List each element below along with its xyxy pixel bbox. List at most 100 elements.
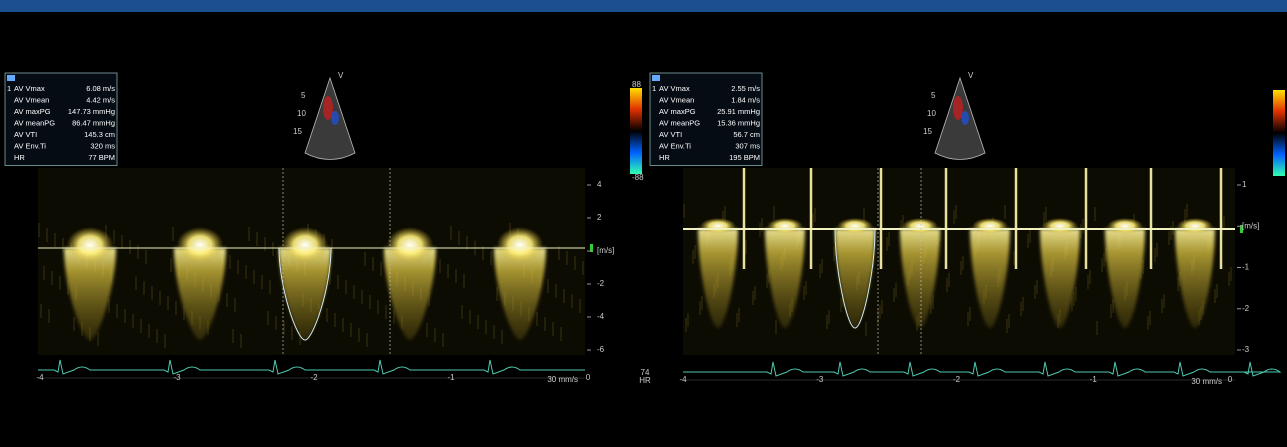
speckle (579, 299, 581, 313)
speckle (43, 266, 45, 280)
speckle (337, 275, 339, 289)
measurement-label: AV Vmean (659, 95, 694, 104)
speckle (54, 233, 56, 247)
measurement-value: 86.47 mmHg (72, 118, 115, 127)
speckle (1027, 234, 1029, 248)
speckle (458, 231, 460, 245)
speckle (1013, 251, 1015, 265)
speckle (485, 320, 487, 334)
speckle (275, 316, 277, 330)
speckle (574, 256, 576, 270)
time-label: -1 (1090, 375, 1098, 384)
sector-label: 15 (923, 127, 932, 136)
speckle (1089, 270, 1091, 284)
speckle (544, 317, 546, 331)
hr-label: HR (639, 376, 651, 385)
speckle (256, 232, 258, 246)
speckle (1177, 277, 1179, 291)
speckle (167, 296, 169, 310)
measurement-value: 6.08 m/s (86, 84, 115, 93)
speckle (151, 286, 153, 300)
speckle (1087, 275, 1089, 289)
measurement-label: AV Vmean (14, 95, 49, 104)
velocity-label: 2 (597, 213, 602, 222)
speckle (1073, 292, 1075, 306)
speckle (129, 240, 131, 254)
speckle (132, 314, 134, 328)
speckle (821, 259, 823, 273)
speckle (547, 279, 549, 293)
speckle (380, 262, 382, 276)
speckle (819, 264, 821, 278)
speckle (234, 298, 236, 312)
speckle (455, 269, 457, 283)
speckle (571, 294, 573, 308)
speckle (353, 285, 355, 299)
speckle (826, 315, 828, 329)
speckle (175, 301, 177, 315)
measurement-value: 4.42 m/s (86, 95, 115, 104)
speckle (955, 205, 957, 219)
speckle (172, 227, 174, 241)
sweep-speed: 30 mm/s (547, 375, 578, 384)
speckle (140, 319, 142, 333)
speckle (232, 329, 234, 343)
speckle (442, 333, 444, 347)
measurement-label: HR (659, 153, 670, 162)
speckle (803, 286, 805, 300)
speckle (1096, 321, 1098, 335)
speckle (469, 310, 471, 324)
measurement-label: AV Env.Ti (14, 141, 46, 150)
speckle (291, 326, 293, 340)
speckle (555, 284, 557, 298)
measurement-label: AV meanPG (659, 118, 700, 127)
measurement-value: 2.55 m/s (731, 84, 760, 93)
speckle (828, 310, 830, 324)
sector-label: 15 (293, 127, 302, 136)
speckle (683, 204, 685, 218)
velocity-label: -2 (1242, 304, 1250, 313)
speckle (73, 317, 75, 331)
speckle (358, 328, 360, 342)
speckle (812, 213, 814, 227)
speckle (439, 259, 441, 273)
speckle (1008, 314, 1010, 328)
velocity-label: 4 (597, 180, 602, 189)
speckle (552, 322, 554, 336)
measurement-label: AV Vmax (659, 84, 690, 93)
speckle (450, 226, 452, 240)
measurement-label: AV Env.Ti (659, 141, 691, 150)
doppler-core (700, 218, 736, 234)
speckle (40, 304, 42, 318)
speckle (496, 287, 498, 301)
colorbar-label: 88 (632, 80, 641, 89)
speckle (888, 232, 890, 246)
speckle (1230, 267, 1232, 281)
speckle (364, 252, 366, 266)
speckle (493, 325, 495, 339)
speckle (253, 270, 255, 284)
speckle (1154, 248, 1156, 262)
time-label: -4 (679, 375, 687, 384)
speckle (687, 313, 689, 327)
sector-label: V (338, 71, 344, 80)
speckle (447, 264, 449, 278)
time-label: 0 (586, 373, 591, 382)
speckle (267, 311, 269, 325)
speckle (108, 299, 110, 313)
velocity-label: -4 (597, 312, 605, 321)
speckle (814, 208, 816, 222)
speckle (148, 324, 150, 338)
speckle (1080, 224, 1082, 238)
speckle (865, 322, 867, 336)
speckle (1020, 302, 1022, 316)
velocity-label: 1 (1242, 180, 1247, 189)
speckle (1075, 287, 1077, 301)
speckle (461, 305, 463, 319)
speckle (805, 281, 807, 295)
speckle (46, 228, 48, 242)
speckle (1006, 319, 1008, 333)
speckle (490, 251, 492, 265)
speckle (1156, 243, 1158, 257)
speckle (962, 256, 964, 270)
